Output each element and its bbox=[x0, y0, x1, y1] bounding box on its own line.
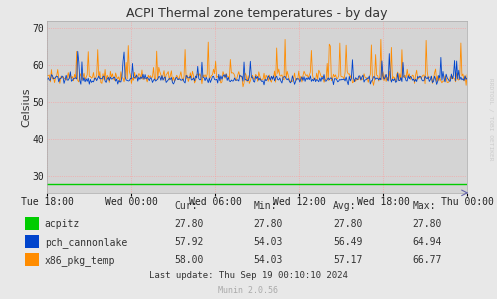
acpitz bbox=[44, 183, 50, 186]
x86_pkg_temp bbox=[349, 81, 355, 85]
Text: x86_pkg_temp: x86_pkg_temp bbox=[45, 255, 115, 266]
x86_pkg_temp bbox=[211, 68, 217, 71]
acpitz bbox=[349, 183, 355, 186]
pch_cannonlake bbox=[182, 81, 188, 85]
acpitz bbox=[464, 183, 470, 186]
Text: Avg:: Avg: bbox=[333, 201, 356, 211]
Text: 54.03: 54.03 bbox=[253, 255, 283, 265]
x86_pkg_temp bbox=[464, 73, 470, 76]
Text: 54.03: 54.03 bbox=[253, 237, 283, 247]
x86_pkg_temp bbox=[240, 85, 246, 89]
pch_cannonlake bbox=[349, 58, 355, 62]
Text: Last update: Thu Sep 19 00:10:10 2024: Last update: Thu Sep 19 00:10:10 2024 bbox=[149, 271, 348, 280]
x86_pkg_temp bbox=[44, 74, 50, 77]
Text: 57.17: 57.17 bbox=[333, 255, 362, 265]
acpitz bbox=[347, 183, 353, 186]
Text: 66.77: 66.77 bbox=[413, 255, 442, 265]
Text: Cur:: Cur: bbox=[174, 201, 197, 211]
acpitz bbox=[309, 183, 315, 186]
x86_pkg_temp bbox=[311, 77, 317, 81]
x86_pkg_temp bbox=[95, 48, 101, 51]
pch_cannonlake bbox=[212, 78, 218, 81]
pch_cannonlake bbox=[75, 50, 81, 53]
pch_cannonlake bbox=[464, 76, 470, 80]
acpitz bbox=[211, 183, 217, 186]
Text: 27.80: 27.80 bbox=[413, 219, 442, 229]
Text: 57.92: 57.92 bbox=[174, 237, 203, 247]
pch_cannonlake bbox=[351, 80, 357, 83]
x86_pkg_temp bbox=[181, 75, 187, 78]
pch_cannonlake bbox=[311, 79, 317, 83]
Text: Min:: Min: bbox=[253, 201, 277, 211]
Text: acpitz: acpitz bbox=[45, 219, 80, 229]
pch_cannonlake bbox=[96, 74, 102, 78]
Line: pch_cannonlake: pch_cannonlake bbox=[47, 51, 467, 85]
acpitz bbox=[95, 183, 101, 186]
Text: 58.00: 58.00 bbox=[174, 255, 203, 265]
x86_pkg_temp bbox=[351, 77, 357, 81]
x86_pkg_temp bbox=[282, 38, 288, 41]
Title: ACPI Thermal zone temperatures - by day: ACPI Thermal zone temperatures - by day bbox=[126, 7, 388, 20]
Line: x86_pkg_temp: x86_pkg_temp bbox=[47, 39, 467, 87]
Y-axis label: Celsius: Celsius bbox=[21, 87, 31, 127]
acpitz bbox=[181, 183, 187, 186]
Text: 56.49: 56.49 bbox=[333, 237, 362, 247]
Text: Max:: Max: bbox=[413, 201, 436, 211]
Text: RRDTOOL / TOBI OETIKER: RRDTOOL / TOBI OETIKER bbox=[489, 78, 494, 161]
pch_cannonlake bbox=[44, 78, 50, 81]
Text: 27.80: 27.80 bbox=[333, 219, 362, 229]
Text: 27.80: 27.80 bbox=[253, 219, 283, 229]
Text: 64.94: 64.94 bbox=[413, 237, 442, 247]
pch_cannonlake bbox=[261, 83, 267, 87]
Text: 27.80: 27.80 bbox=[174, 219, 203, 229]
Text: Munin 2.0.56: Munin 2.0.56 bbox=[219, 286, 278, 295]
Text: pch_cannonlake: pch_cannonlake bbox=[45, 237, 127, 248]
